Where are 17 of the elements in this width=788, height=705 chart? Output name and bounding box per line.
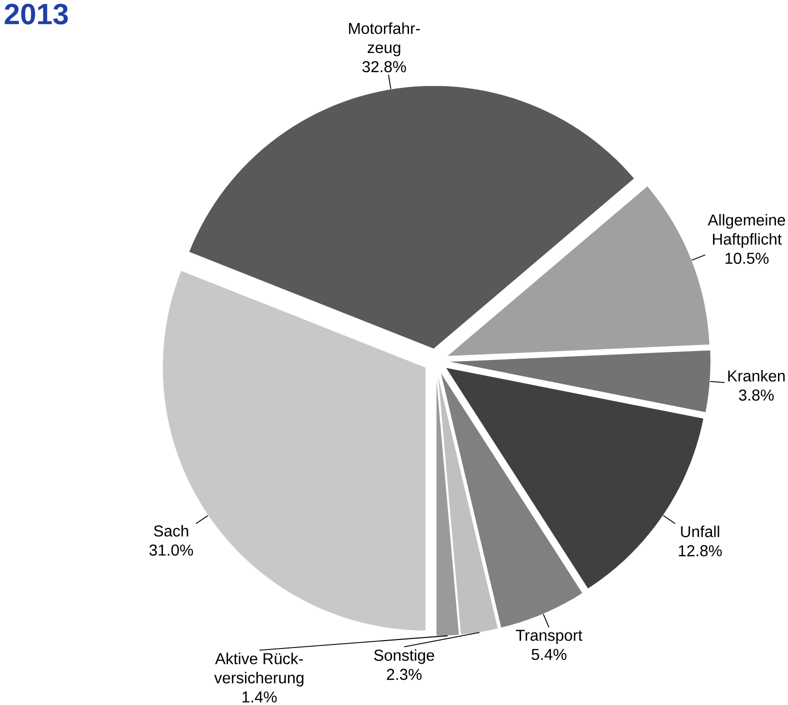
slice-label: Allgemeine Haftpflicht — [708, 214, 786, 248]
data-label: 32.8% — [362, 61, 406, 72]
data-label: 2.3% — [386, 668, 422, 680]
data-label: 3.8% — [738, 390, 774, 401]
slice-label: Aktive Rück-versicherung — [214, 652, 304, 687]
data-label: 5.4% — [532, 649, 566, 660]
chart-title: 2013 — [4, 4, 68, 25]
data-label: 12.8% — [678, 545, 722, 556]
data-label: 31.0% — [149, 544, 193, 556]
data-label: 10.5% — [726, 252, 769, 264]
slice-label: Transport — [516, 630, 582, 644]
slice-label: Sach — [154, 525, 188, 537]
slice-label: Unfall — [681, 526, 720, 538]
slice-label: Motorfahr-zeug — [349, 22, 420, 56]
slice-label: Sonstige — [374, 649, 434, 664]
slice-label: Kranken — [728, 370, 785, 382]
data-label: 1.4% — [242, 692, 277, 703]
